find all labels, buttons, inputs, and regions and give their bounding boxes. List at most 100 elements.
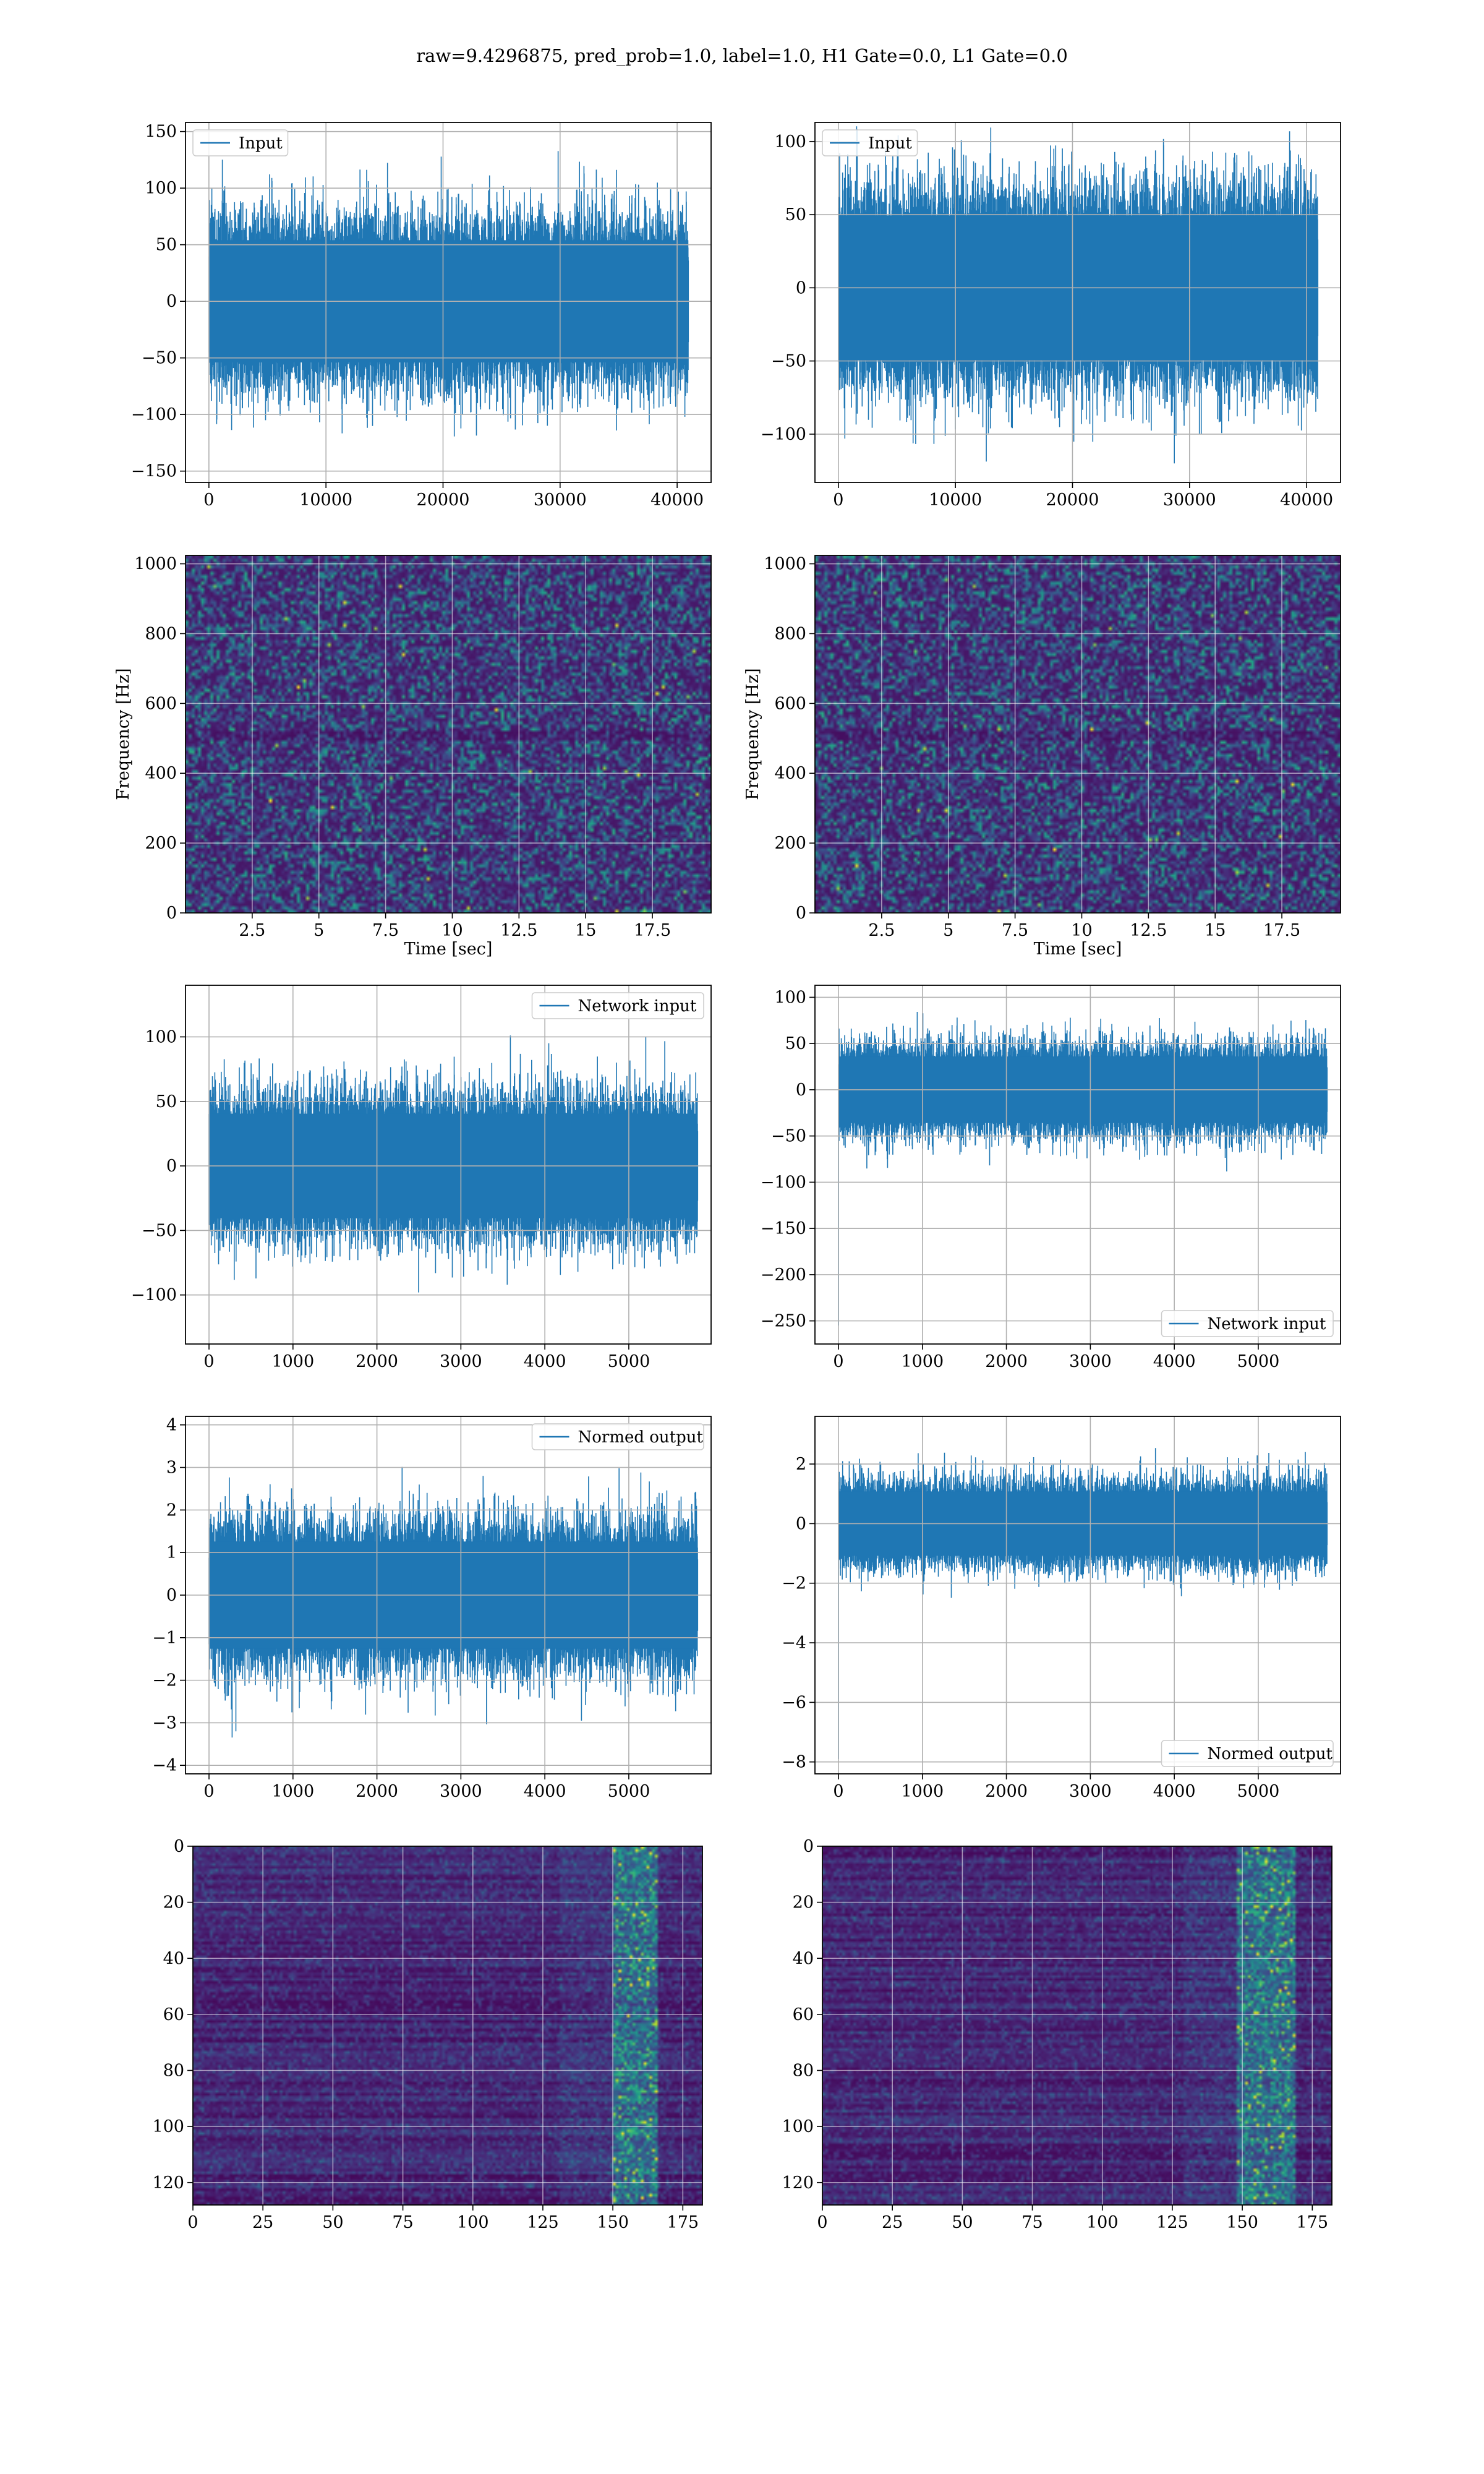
l1-network-input-legend-label: Network input [1208,1315,1326,1333]
h1-normed-output-xtick-label: 0 [203,1782,214,1801]
l1-input-ytick-label: 50 [785,205,806,225]
h1-network-input-ytick-label: −100 [131,1286,177,1305]
l1-spectrogram-xtick-label: 2.5 [868,921,895,940]
l1-input-xtick-label: 0 [833,490,843,510]
l1-feature-map-frame [822,1846,1333,2206]
l1-spectrogram-image [815,555,1341,913]
h1-input-xtick-label: 30000 [534,490,587,510]
h1-feature-map-image [193,1846,702,2205]
h1-network-input-ytick-label: 100 [145,1027,177,1047]
l1-normed-output-legend-label: Normed output [1208,1745,1333,1763]
h1-input-ytick-label: −50 [142,349,177,368]
h1-input-ytick-label: 0 [166,292,177,311]
h1-feature-map-xtick-label: 100 [457,2213,489,2232]
h1-normed-output-panel: 0 1000 2000 3000 4000 5000 −4 −3 −2 −1 0 1 2 3 4 Normed… [152,1416,712,1801]
l1-normed-output-ytick-label: −2 [782,1574,806,1593]
l1-feature-map-xtick-label: 75 [1021,2213,1043,2232]
l1-spectrogram-xtick-label: 15 [1205,921,1226,940]
h1-normed-output-xtick-label: 3000 [440,1782,482,1801]
h1-spectrogram-frame [185,555,712,914]
h1-network-input-xtick-label: 3000 [440,1352,482,1371]
h1-network-input-legend: Network input [531,992,704,1019]
l1-feature-map-xtick-label: 175 [1297,2213,1329,2232]
h1-normed-output-xtick-label: 2000 [356,1782,398,1801]
h1-network-input-xtick-label: 1000 [271,1352,314,1371]
h1-feature-map-xtick-label: 25 [252,2213,273,2232]
h1-input-xtick-label: 0 [203,490,214,510]
h1-feature-map-xtick-label: 50 [322,2213,343,2232]
h1-input-xtick-label: 10000 [299,490,352,510]
h1-normed-output-ytick-label: −3 [152,1713,177,1732]
l1-normed-output-panel: 0 1000 2000 3000 4000 5000 −8 −6 −4 −2 0 2 Normed ou… [782,1416,1341,1801]
h1-spectrogram-ytick-label: 800 [145,624,177,643]
l1-network-input-ytick-label: −100 [761,1173,806,1192]
h1-normed-output-xtick-label: 4000 [524,1782,566,1801]
l1-normed-output-frame [814,1416,1341,1774]
h1-input-legend: Input [192,129,289,156]
h1-network-input-xtick-label: 5000 [608,1352,650,1371]
l1-spectrogram-panel: 2.5 5 7.5 10 12.5 15 17.5 0 200 400 600 800 1000 Time… [743,555,1341,959]
l1-normed-output-xtick-label: 0 [833,1782,843,1801]
h1-input-xtick-label: 20000 [417,490,470,510]
l1-normed-output-xtick-label: 4000 [1153,1782,1196,1801]
h1-network-input-xtick-label: 2000 [356,1352,398,1371]
l1-spectrogram-ytick-label: 400 [774,764,806,783]
h1-input-xtick-label: 40000 [650,490,704,510]
l1-input-ytick-label: 0 [796,278,806,297]
h1-normed-output-ytick-label: 4 [166,1416,177,1435]
l1-input-xtick-label: 20000 [1046,490,1099,510]
h1-normed-output-legend: Normed output [531,1423,704,1450]
l1-normed-output-ytick-label: −4 [782,1633,806,1653]
l1-normed-output-ytick-label: −8 [782,1753,806,1772]
h1-feature-map-ytick-label: 0 [174,1837,184,1856]
h1-network-input-xtick-label: 4000 [524,1352,566,1371]
h1-spectrogram-xlabel: Time [sec] [404,940,493,959]
l1-network-input-xtick-label: 0 [833,1352,843,1371]
l1-feature-map-image [822,1846,1332,2205]
h1-network-input-frame [185,985,712,1345]
h1-feature-map-xtick-label: 150 [597,2213,629,2232]
l1-input-legend-label: Input [868,134,912,153]
l1-normed-output-xtick-label: 3000 [1069,1782,1112,1801]
h1-network-input-panel: 0 1000 2000 3000 4000 5000 −100 −50 0 50 100 Networ… [131,985,712,1371]
l1-feature-map-xtick-label: 150 [1226,2213,1258,2232]
h1-spectrogram-xtick-label: 5 [313,921,324,940]
l1-feature-map-xtick-label: 0 [817,2213,827,2232]
h1-spectrogram-xtick-label: 7.5 [372,921,399,940]
h1-feature-map-xtick-label: 175 [667,2213,699,2232]
h1-network-input-ytick-label: −50 [142,1221,177,1240]
h1-input-ytick-label: −150 [131,462,177,481]
l1-normed-output-xtick-label: 2000 [985,1782,1028,1801]
h1-spectrogram-ytick-label: 0 [166,904,177,923]
l1-network-input-frame [814,985,1341,1345]
h1-normed-output-ytick-label: −4 [152,1756,177,1775]
l1-network-input-ytick-label: −50 [771,1127,806,1146]
h1-input-ytick-label: −100 [131,405,177,424]
h1-spectrogram-ytick-label: 1000 [134,555,177,574]
h1-spectrogram-ytick-label: 400 [145,764,177,783]
l1-network-input-ytick-label: 50 [785,1034,806,1053]
l1-network-input-xtick-label: 2000 [985,1352,1028,1371]
h1-feature-map-ytick-label: 100 [152,2117,184,2136]
l1-network-input-ytick-label: 0 [796,1081,806,1100]
l1-feature-map-ytick-label: 40 [793,1949,814,1968]
l1-spectrogram-xtick-label: 7.5 [1002,921,1028,940]
h1-feature-map-ytick-label: 80 [163,2061,184,2081]
l1-network-input-ytick-label: −200 [761,1265,806,1285]
h1-normed-output-ytick-label: −1 [152,1629,177,1648]
h1-network-input-xtick-label: 0 [203,1352,214,1371]
h1-normed-output-ytick-label: 2 [166,1500,177,1520]
l1-feature-map-xtick-label: 100 [1086,2213,1119,2232]
l1-spectrogram-ytick-label: 200 [774,834,806,853]
h1-normed-output-xtick-label: 5000 [608,1782,650,1801]
l1-spectrogram-xtick-label: 12.5 [1130,921,1167,940]
l1-spectrogram-ytick-label: 1000 [764,555,806,574]
l1-network-input-xtick-label: 4000 [1153,1352,1196,1371]
h1-input-legend-label: Input [239,134,283,153]
l1-input-xtick-label: 30000 [1163,490,1216,510]
l1-network-input-xtick-label: 3000 [1069,1352,1112,1371]
h1-network-input-ytick-label: 0 [166,1157,177,1176]
l1-network-input-xtick-label: 5000 [1237,1352,1280,1371]
h1-spectrogram-xtick-label: 10 [441,921,463,940]
